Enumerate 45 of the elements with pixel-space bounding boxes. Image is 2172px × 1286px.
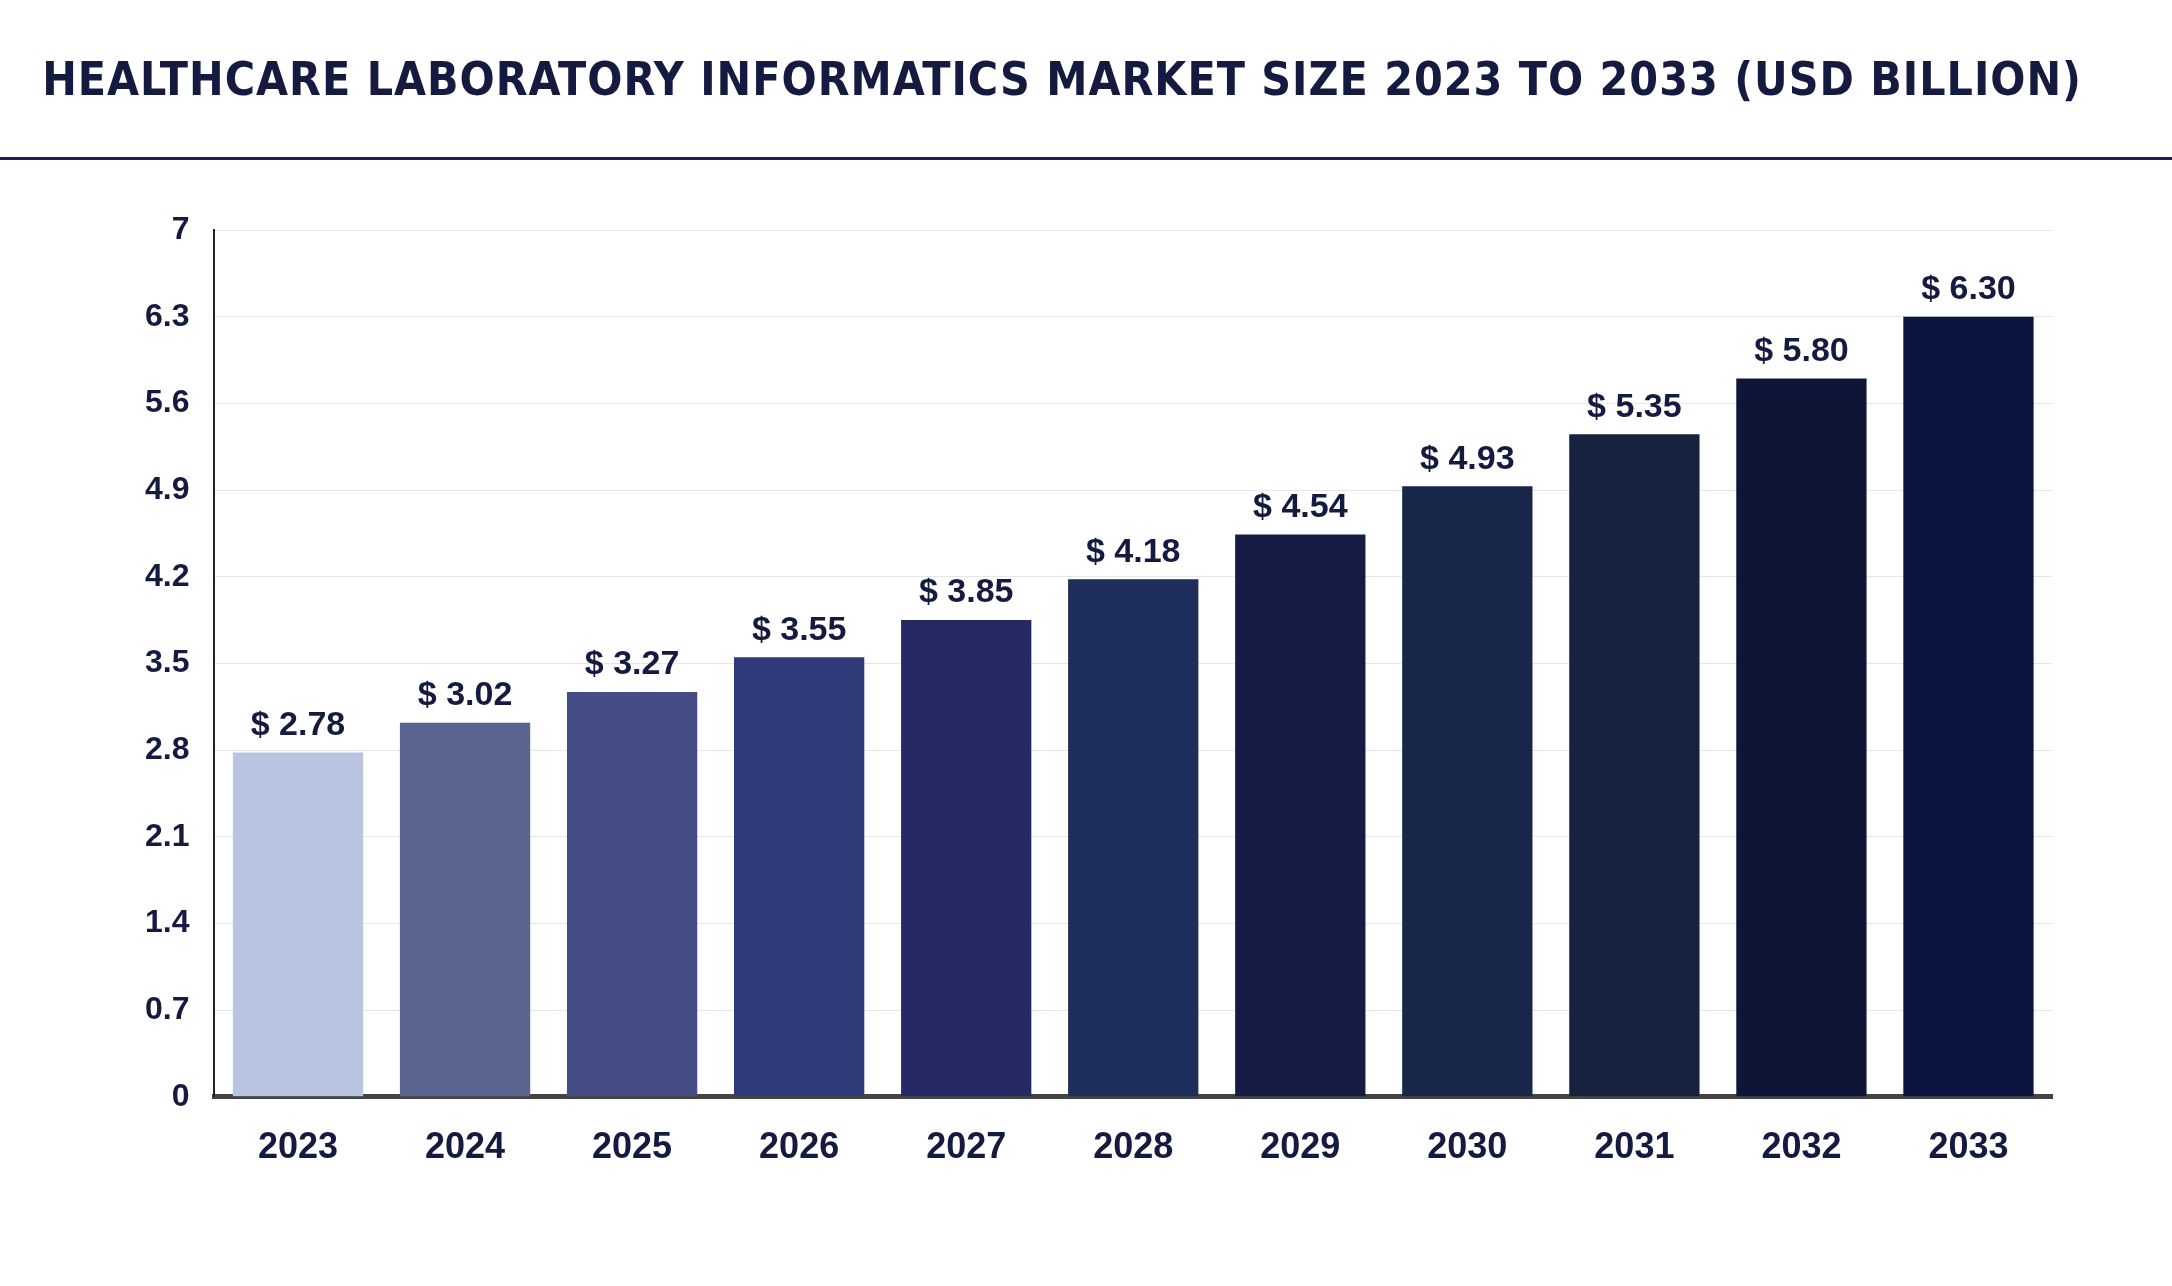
chart-title: HEALTHCARE LABORATORY INFORMATICS MARKET SIZE 2023 TO 2033 (USD BILLION): [42, 51, 2082, 106]
y-tick-label: 2.8: [145, 729, 190, 766]
y-tick-label: 2.1: [145, 816, 190, 853]
x-tick-label: 2027: [926, 1125, 1007, 1167]
x-tick-label: 2028: [1093, 1125, 1174, 1167]
bar: [1736, 378, 1867, 1097]
x-tick-label: 2025: [592, 1125, 673, 1167]
y-tick-label: 4.9: [145, 469, 190, 506]
bar: [399, 722, 531, 1097]
bar: [1235, 534, 1366, 1097]
data-label: $ 3.27: [584, 643, 680, 682]
data-label: $ 4.93: [1420, 437, 1515, 476]
y-tick-label: 7: [171, 209, 190, 246]
bar: [566, 691, 698, 1097]
x-tick-label: 2023: [257, 1125, 339, 1167]
y-tick-label: 4.2: [145, 556, 190, 593]
data-label: $ 2.78: [250, 703, 346, 742]
x-tick-label: 2031: [1594, 1125, 1675, 1167]
data-label: $ 3.55: [751, 608, 847, 647]
x-tick-label: 2026: [759, 1125, 840, 1167]
bar: [734, 657, 865, 1097]
y-tick-label: 6.3: [145, 296, 190, 333]
y-tick-label: 3.5: [145, 643, 190, 680]
x-tick-label: 2030: [1427, 1125, 1508, 1167]
bar: [1903, 316, 2034, 1097]
x-tick-label: 2024: [425, 1125, 506, 1167]
data-label: $ 5.80: [1754, 329, 1849, 368]
y-tick-label: 0.7: [145, 989, 190, 1026]
data-label: $ 3.85: [918, 571, 1014, 610]
data-label: $ 4.54: [1253, 485, 1348, 524]
y-tick-label: 1.4: [145, 903, 190, 940]
data-label: $ 6.30: [1921, 268, 2016, 307]
x-tick-label: 2032: [1761, 1125, 1842, 1167]
y-tick-label: 0: [171, 1076, 190, 1113]
y-tick-label: 5.6: [145, 383, 190, 420]
bar: [1068, 579, 1199, 1097]
data-label: $ 4.18: [1085, 530, 1181, 569]
x-tick-label: 2033: [1928, 1125, 2009, 1167]
data-label: $ 3.02: [417, 674, 513, 713]
bar: [1569, 434, 1700, 1097]
x-tick-label: 2029: [1260, 1125, 1341, 1167]
bar: [901, 620, 1032, 1097]
bar: [232, 752, 364, 1097]
data-label: $ 5.35: [1587, 385, 1682, 424]
bar: [1402, 486, 1533, 1097]
